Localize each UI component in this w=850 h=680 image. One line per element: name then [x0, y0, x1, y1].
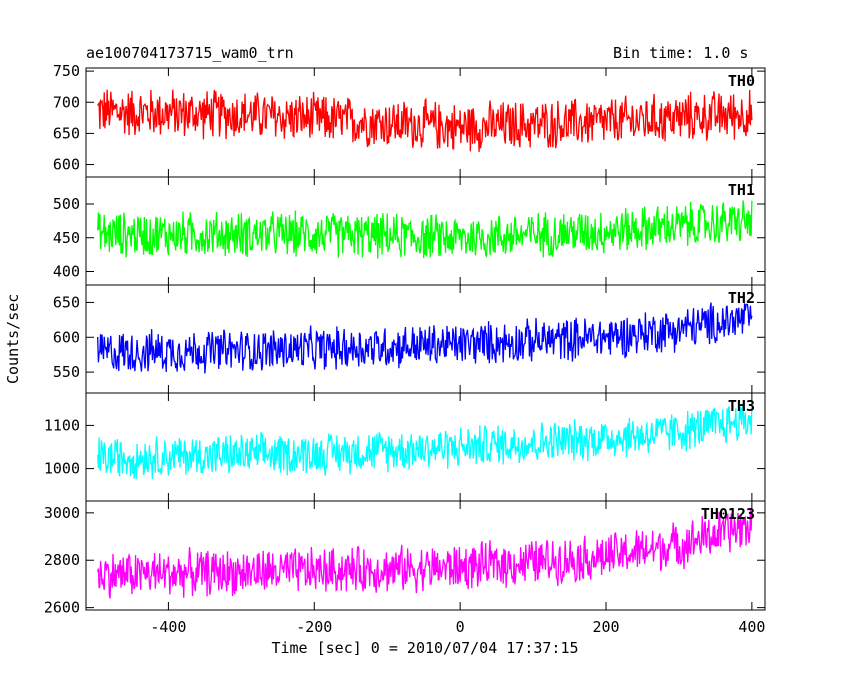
- panel-label-th2: TH2: [728, 289, 755, 307]
- series-th3: [97, 403, 753, 479]
- x-axis-label: Time [sec] 0 = 2010/07/04 17:37:15: [271, 639, 579, 657]
- y-tick-label: 650: [53, 293, 80, 311]
- bin-time-label: Bin time: 1.0 s: [613, 44, 749, 62]
- series-th1: [97, 200, 753, 259]
- x-tick-label: 400: [738, 618, 765, 636]
- panel-label-th1: TH1: [728, 181, 755, 199]
- x-tick-label: -400: [150, 618, 186, 636]
- series-th2: [97, 302, 753, 374]
- panel-label-th0123: TH0123: [701, 505, 755, 523]
- y-tick-label: 2600: [44, 599, 80, 617]
- y-tick-label: 550: [53, 363, 80, 381]
- x-tick-label: 200: [592, 618, 619, 636]
- y-tick-label: 500: [53, 195, 80, 213]
- series-th0123: [97, 508, 753, 599]
- y-tick-label: 2800: [44, 551, 80, 569]
- y-tick-label: 600: [53, 328, 80, 346]
- y-tick-label: 400: [53, 263, 80, 281]
- y-tick-label: 450: [53, 229, 80, 247]
- panel-label-th3: TH3: [728, 397, 755, 415]
- panel-label-th0: TH0: [728, 72, 755, 90]
- y-tick-label: 3000: [44, 504, 80, 522]
- y-tick-label: 600: [53, 156, 80, 174]
- y-tick-label: 650: [53, 124, 80, 142]
- x-tick-label: 0: [456, 618, 465, 636]
- y-tick-label: 700: [53, 93, 80, 111]
- y-tick-label: 1100: [44, 416, 80, 434]
- plot-title: ae100704173715_wam0_trn: [86, 44, 294, 62]
- series-th0: [97, 89, 753, 152]
- y-tick-label: 1000: [44, 460, 80, 478]
- panel-frame-th0123: [85, 500, 766, 611]
- y-tick-label: 750: [53, 62, 80, 80]
- x-tick-label: -200: [296, 618, 332, 636]
